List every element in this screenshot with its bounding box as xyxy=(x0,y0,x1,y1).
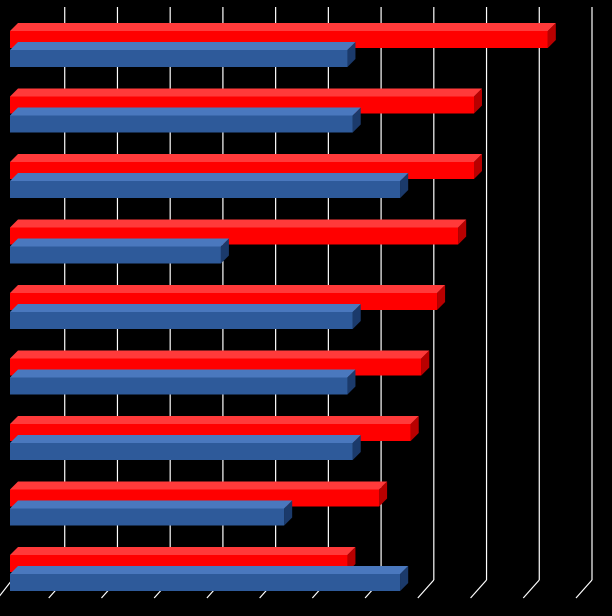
bar-top-face xyxy=(10,154,482,162)
bar-side-face xyxy=(379,481,388,507)
bar-blue-3 xyxy=(10,173,409,198)
gridline-floor xyxy=(0,579,13,597)
bar-blue-5 xyxy=(10,304,361,329)
bar-blue-6 xyxy=(10,369,356,395)
bar-side-face xyxy=(410,416,419,441)
bar-blue-1 xyxy=(10,42,356,67)
bar-side-face xyxy=(547,23,556,48)
gridline-floor xyxy=(470,579,487,599)
bar-top-face xyxy=(10,350,430,359)
bar-top-face xyxy=(10,238,229,247)
bar-side-face xyxy=(347,369,356,395)
bar-top-face xyxy=(10,566,409,574)
bar-blue-7 xyxy=(10,435,361,460)
bar-top-face xyxy=(10,173,409,181)
gridline-floor xyxy=(417,579,435,599)
bar-top-face xyxy=(10,23,556,31)
bar-side-face xyxy=(352,304,361,329)
bar-top-face xyxy=(10,481,388,490)
bars xyxy=(10,23,556,591)
bar-front-face xyxy=(10,50,348,67)
bar-side-face xyxy=(473,154,482,179)
bar-blue-8 xyxy=(10,500,293,526)
bar-front-face xyxy=(10,246,221,264)
bar-top-face xyxy=(10,42,356,50)
bar-blue-4 xyxy=(10,238,229,264)
bar-front-face xyxy=(10,115,353,133)
bar-front-face xyxy=(10,377,348,395)
bar-top-face xyxy=(10,369,356,378)
bar-front-face xyxy=(10,443,353,460)
bar-front-face xyxy=(10,574,401,591)
bar-side-face xyxy=(352,435,361,460)
bar-side-face xyxy=(352,107,361,133)
bar-top-face xyxy=(10,416,419,424)
bar-front-face xyxy=(10,181,401,198)
gridline-floor xyxy=(575,579,593,599)
bar-top-face xyxy=(10,107,361,116)
bar-side-face xyxy=(400,173,409,198)
bar-side-face xyxy=(220,238,229,264)
bar-side-face xyxy=(437,285,446,310)
bar-top-face xyxy=(10,219,467,228)
bar-blue-9 xyxy=(10,566,409,591)
bar-top-face xyxy=(10,500,293,509)
bar-blue-2 xyxy=(10,107,361,133)
bar-top-face xyxy=(10,435,361,443)
bar-side-face xyxy=(421,350,430,376)
bar-front-face xyxy=(10,312,353,329)
bar-front-face xyxy=(10,508,285,526)
bar-side-face xyxy=(284,500,293,526)
bar-side-face xyxy=(347,547,356,572)
bar-top-face xyxy=(10,304,361,312)
bar-top-face xyxy=(10,285,446,293)
bar-side-face xyxy=(347,42,356,67)
bar-side-face xyxy=(473,88,482,114)
bar-top-face xyxy=(10,88,482,97)
bar-top-face xyxy=(10,547,356,555)
bar-side-face xyxy=(400,566,409,591)
bar-side-face xyxy=(458,219,467,245)
gridline-floor xyxy=(522,579,540,599)
